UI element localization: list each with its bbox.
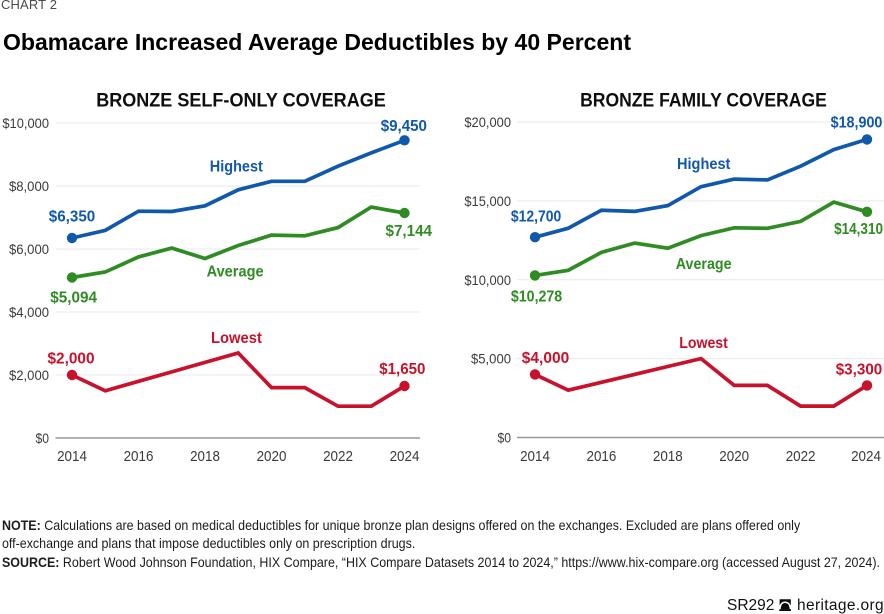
svg-text:$5,000: $5,000	[471, 351, 511, 367]
svg-text:$0: $0	[36, 430, 50, 446]
svg-text:2014: 2014	[57, 448, 87, 465]
svg-text:$4,000: $4,000	[522, 350, 569, 367]
svg-text:$5,094: $5,094	[50, 290, 97, 307]
svg-text:2022: 2022	[786, 448, 816, 465]
svg-text:$4,000: $4,000	[9, 304, 49, 320]
svg-text:2024: 2024	[851, 448, 881, 465]
svg-text:2020: 2020	[719, 448, 749, 465]
svg-text:$12,700: $12,700	[511, 208, 561, 225]
svg-text:Average: Average	[676, 256, 732, 273]
svg-text:2016: 2016	[124, 448, 154, 465]
svg-text:Highest: Highest	[210, 159, 263, 176]
svg-text:$10,000: $10,000	[464, 272, 511, 288]
svg-text:$14,310: $14,310	[834, 221, 883, 238]
svg-text:2016: 2016	[587, 448, 617, 465]
svg-text:$1,650: $1,650	[379, 361, 425, 378]
svg-text:2024: 2024	[390, 448, 420, 465]
svg-text:$0: $0	[498, 430, 512, 446]
svg-text:$6,350: $6,350	[49, 209, 96, 226]
svg-text:$10,278: $10,278	[511, 289, 563, 306]
svg-text:CHART 2: CHART 2	[1, 0, 57, 12]
svg-text:$9,450: $9,450	[381, 118, 427, 135]
svg-text:$20,000: $20,000	[464, 114, 511, 130]
svg-text:$18,900: $18,900	[831, 115, 883, 132]
svg-text:$3,300: $3,300	[836, 362, 883, 379]
svg-text:2018: 2018	[653, 448, 683, 465]
svg-text:Highest: Highest	[677, 156, 730, 173]
svg-text:BRONZE FAMILY COVERAGE: BRONZE FAMILY COVERAGE	[580, 89, 827, 111]
svg-text:$10,000: $10,000	[2, 115, 49, 131]
svg-text:$15,000: $15,000	[464, 193, 511, 209]
svg-text:Obamacare Increased Average De: Obamacare Increased Average Deductibles …	[3, 29, 631, 55]
svg-text:$2,000: $2,000	[48, 350, 95, 367]
svg-text:Average: Average	[207, 264, 264, 281]
svg-text:BRONZE SELF-ONLY COVERAGE: BRONZE SELF-ONLY COVERAGE	[96, 89, 386, 111]
svg-text:2022: 2022	[323, 448, 353, 465]
svg-text:Lowest: Lowest	[679, 335, 728, 352]
svg-text:$8,000: $8,000	[9, 178, 49, 194]
svg-text:2018: 2018	[190, 448, 220, 465]
svg-text:$2,000: $2,000	[9, 367, 49, 383]
svg-text:2014: 2014	[520, 448, 550, 465]
svg-text:2020: 2020	[257, 448, 287, 465]
svg-text:$6,000: $6,000	[9, 241, 49, 257]
svg-text:Lowest: Lowest	[211, 330, 262, 347]
svg-text:$7,144: $7,144	[386, 223, 433, 240]
